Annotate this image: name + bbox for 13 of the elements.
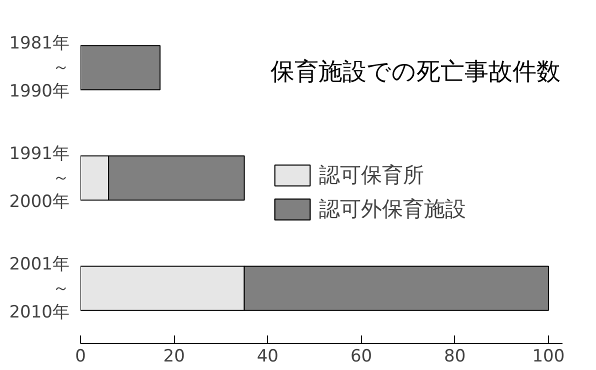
x-tick-label: 0 bbox=[75, 346, 86, 366]
x-tick-label: 20 bbox=[163, 346, 185, 366]
y-tick-label: 2001年～2010年 bbox=[9, 254, 70, 322]
x-tick-label: 80 bbox=[444, 346, 466, 366]
y-tick-label: 1981年～1990年 bbox=[9, 34, 70, 102]
text: 保育施設での死亡事故件数 bbox=[270, 58, 560, 86]
x-tick-label: 40 bbox=[256, 346, 279, 366]
legend-label: 認可外保育施設 bbox=[319, 196, 466, 223]
x-tick-label: 100 bbox=[532, 346, 565, 366]
x-tick-label: 60 bbox=[350, 346, 372, 366]
legend-label: 認可保育所 bbox=[319, 162, 424, 189]
y-tick-label: 1991年～2000年 bbox=[9, 144, 70, 212]
bar bbox=[80, 45, 161, 90]
